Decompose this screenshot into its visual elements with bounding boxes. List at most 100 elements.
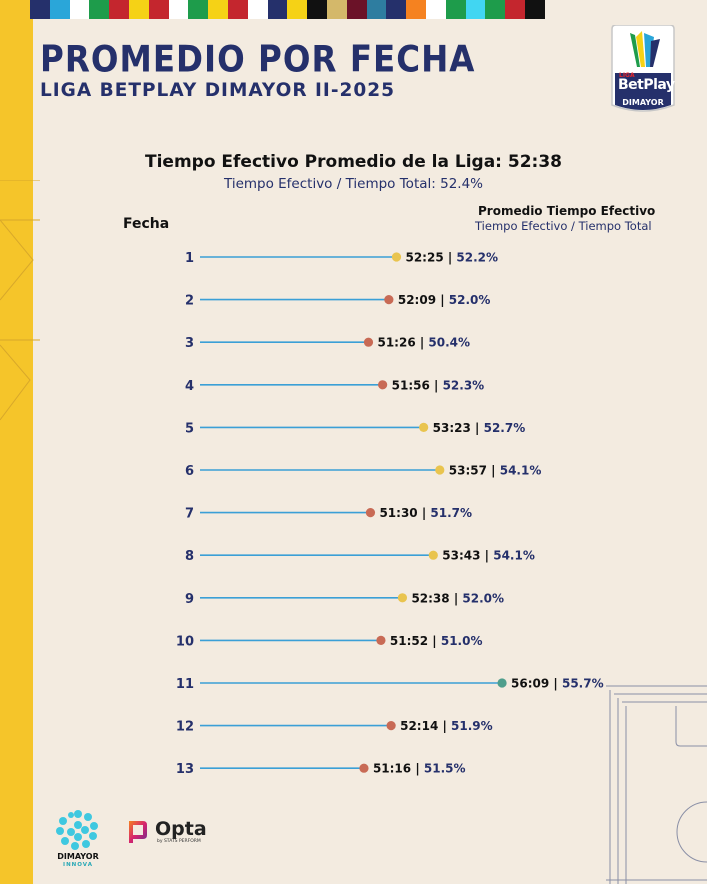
flag-color-block bbox=[188, 0, 209, 19]
flag-color-block bbox=[267, 0, 288, 19]
fecha-label: 5 bbox=[185, 421, 194, 436]
fecha-label: 4 bbox=[185, 379, 194, 394]
ratio-value: 52.7% bbox=[484, 421, 526, 435]
average-column-header: Promedio Tiempo Efectivo bbox=[478, 204, 656, 218]
flag-color-strip bbox=[30, 0, 545, 19]
flag-color-block bbox=[227, 0, 248, 19]
fecha-dot bbox=[428, 550, 438, 560]
flag-color-block bbox=[109, 0, 129, 19]
fecha-label: 9 bbox=[185, 592, 194, 607]
time-value: 52:09 | bbox=[398, 293, 449, 307]
opta-logo-icon bbox=[125, 817, 151, 843]
flag-color-block bbox=[30, 0, 50, 19]
fecha-value-label: 52:09 | 52.0% bbox=[398, 293, 491, 307]
fecha-dot bbox=[378, 380, 388, 390]
time-value: 52:14 | bbox=[400, 719, 451, 733]
flag-color-block bbox=[247, 0, 268, 19]
dimayor-innova-logo bbox=[55, 808, 101, 868]
time-value: 51:16 | bbox=[373, 762, 424, 776]
league-ratio-subtitle: Tiempo Efectivo / Tiempo Total: 52.4% bbox=[223, 176, 483, 192]
liga-betplay-badge: LIGA BetPlay DIMAYOR bbox=[610, 24, 676, 115]
fecha-label: 10 bbox=[176, 634, 194, 649]
fecha-dot bbox=[386, 721, 396, 731]
flag-color-block bbox=[208, 0, 228, 19]
opta-logo-sub: by STATS PERFORM bbox=[157, 839, 201, 844]
flag-color-block bbox=[386, 0, 407, 19]
fecha-dot bbox=[384, 295, 394, 305]
flag-color-block bbox=[49, 0, 70, 19]
flag-color-block bbox=[287, 0, 308, 19]
opta-logo-text: Opta bbox=[155, 818, 207, 840]
flag-color-block bbox=[465, 0, 486, 19]
ratio-value: 52.2% bbox=[456, 251, 498, 265]
time-value: 51:30 | bbox=[379, 506, 430, 520]
fecha-label: 13 bbox=[176, 762, 194, 777]
fecha-value-label: 51:30 | 51.7% bbox=[379, 506, 472, 520]
fecha-value-label: 51:26 | 50.4% bbox=[377, 336, 470, 350]
ratio-value: 54.1% bbox=[493, 549, 535, 563]
time-value: 53:23 | bbox=[433, 421, 484, 435]
fecha-dot bbox=[397, 593, 408, 603]
page-title: PROMEDIO POR FECHA bbox=[40, 38, 476, 81]
ratio-value: 51.0% bbox=[441, 634, 483, 648]
fecha-dot bbox=[435, 465, 445, 475]
flag-color-block bbox=[524, 0, 545, 19]
fecha-label: 2 bbox=[185, 294, 194, 309]
fecha-dot bbox=[376, 635, 386, 646]
ratio-value: 55.7% bbox=[562, 677, 604, 691]
flag-color-block bbox=[485, 0, 506, 19]
fecha-label: 11 bbox=[176, 677, 194, 692]
flag-color-block bbox=[425, 0, 446, 19]
badge-org-text: DIMAYOR bbox=[622, 98, 664, 107]
fecha-dot bbox=[363, 337, 374, 347]
fecha-label: 12 bbox=[176, 720, 194, 735]
fecha-value-label: 51:16 | 51.5% bbox=[373, 762, 466, 776]
time-value: 53:43 | bbox=[442, 549, 493, 563]
fecha-value-label: 53:57 | 54.1% bbox=[449, 464, 542, 478]
ratio-value: 52.0% bbox=[449, 293, 491, 307]
time-value: 51:26 | bbox=[377, 336, 428, 350]
dimayor-logo-label: DIMAYOR bbox=[57, 852, 99, 861]
flag-color-block bbox=[168, 0, 189, 19]
fecha-dot bbox=[419, 422, 429, 432]
time-value: 52:25 | bbox=[405, 251, 456, 265]
time-value: 53:57 | bbox=[449, 464, 500, 478]
fecha-label: 1 bbox=[185, 251, 194, 266]
ratio-column-header: Tiempo Efectivo / Tiempo Total bbox=[475, 219, 652, 233]
fecha-value-label: 52:38 | 52.0% bbox=[411, 591, 504, 605]
league-average-title: Tiempo Efectivo Promedio de la Liga: 52:… bbox=[144, 152, 562, 172]
fecha-dot bbox=[391, 252, 402, 262]
flag-color-block bbox=[89, 0, 110, 19]
fecha-value-label: 51:52 | 51.0% bbox=[390, 634, 483, 648]
fecha-dot bbox=[497, 678, 507, 688]
flag-color-block bbox=[148, 0, 169, 19]
page-subtitle: LIGA BETPLAY DIMAYOR II-2025 bbox=[40, 80, 395, 101]
time-value: 56:09 | bbox=[511, 677, 562, 691]
flag-color-block bbox=[69, 0, 90, 19]
fecha-label: 3 bbox=[185, 336, 194, 351]
left-accent-stripe bbox=[0, 0, 33, 884]
left-decorative-lines bbox=[0, 180, 40, 421]
ratio-value: 51.5% bbox=[424, 762, 466, 776]
fecha-value-label: 53:43 | 54.1% bbox=[442, 549, 535, 563]
flag-color-block bbox=[505, 0, 525, 19]
flag-color-block bbox=[346, 0, 367, 19]
fecha-label: 7 bbox=[185, 507, 194, 522]
ratio-value: 54.1% bbox=[500, 464, 542, 478]
pitch-decoration bbox=[606, 685, 707, 884]
time-value: 51:56 | bbox=[392, 378, 443, 392]
dimayor-logo-sub: INNOVA bbox=[63, 862, 93, 868]
dimayor-logo-text: DIMAYOR INNOVA bbox=[52, 852, 104, 870]
ratio-value: 52.0% bbox=[462, 591, 504, 605]
flag-color-block bbox=[128, 0, 149, 19]
badge-brand-text: BetPlay bbox=[618, 77, 675, 93]
fecha-label: 6 bbox=[185, 464, 194, 479]
fecha-dot bbox=[365, 507, 376, 518]
fecha-column-header: Fecha bbox=[123, 216, 170, 232]
fecha-value-label: 53:23 | 52.7% bbox=[433, 421, 526, 435]
flag-color-block bbox=[307, 0, 327, 19]
flag-color-block bbox=[366, 0, 387, 19]
ratio-value: 51.7% bbox=[430, 506, 472, 520]
ratio-value: 52.3% bbox=[443, 378, 485, 392]
